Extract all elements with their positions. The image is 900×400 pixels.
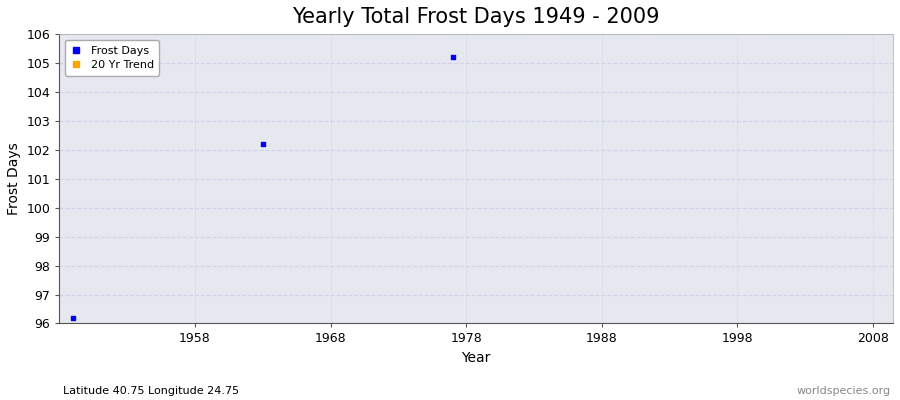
Y-axis label: Frost Days: Frost Days <box>7 142 21 215</box>
X-axis label: Year: Year <box>462 351 490 365</box>
Text: Latitude 40.75 Longitude 24.75: Latitude 40.75 Longitude 24.75 <box>63 386 239 396</box>
Point <box>256 141 270 147</box>
Text: worldspecies.org: worldspecies.org <box>796 386 891 396</box>
Point <box>66 314 80 321</box>
Point <box>446 54 460 60</box>
Title: Yearly Total Frost Days 1949 - 2009: Yearly Total Frost Days 1949 - 2009 <box>292 7 660 27</box>
Legend: Frost Days, 20 Yr Trend: Frost Days, 20 Yr Trend <box>65 40 159 76</box>
